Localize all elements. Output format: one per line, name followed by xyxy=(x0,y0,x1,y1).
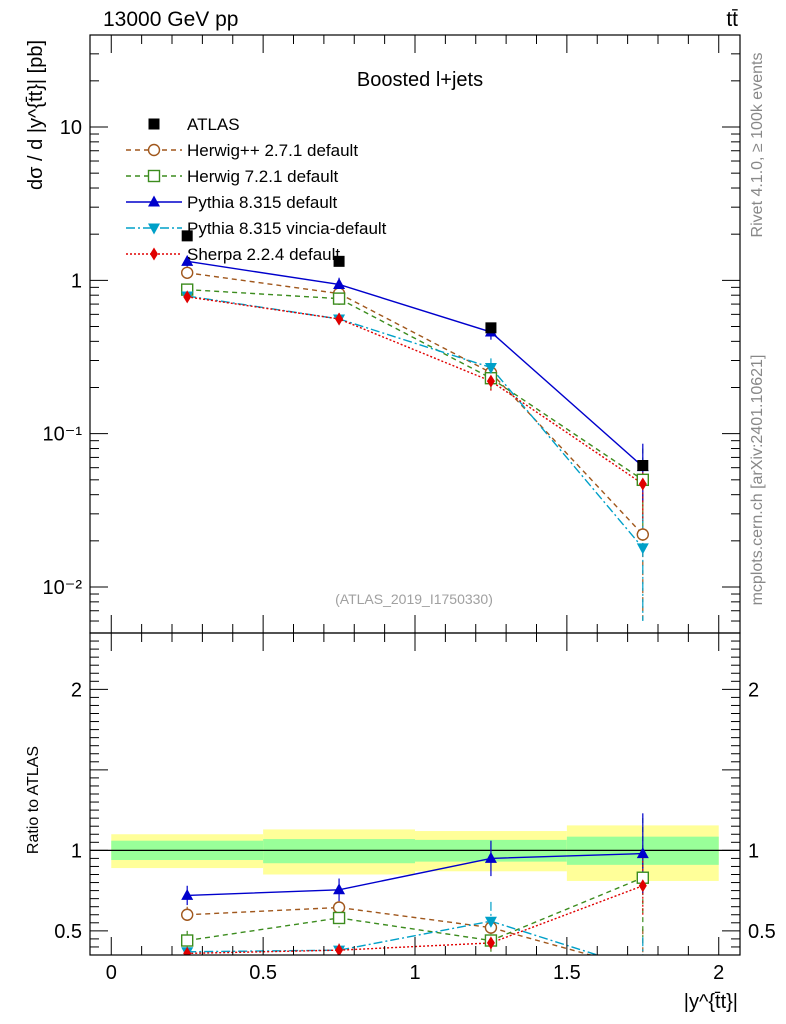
series-line-ratio xyxy=(187,885,644,955)
y-tick-label-ratio-right: 2 xyxy=(748,679,759,701)
series-point-ratio xyxy=(333,883,346,895)
series-point-main xyxy=(181,254,194,266)
x-tick-label: 0 xyxy=(106,962,117,984)
series-point-main xyxy=(638,477,647,491)
y-tick-label-ratio-right: 1 xyxy=(748,840,759,862)
x-tick-label: 1.5 xyxy=(553,962,581,984)
data-point xyxy=(333,255,345,267)
series-line-main xyxy=(187,260,644,468)
series-line-ratio xyxy=(187,877,644,942)
series-point-main xyxy=(486,374,495,388)
legend-marker xyxy=(147,169,161,183)
x-tick-label: 0.5 xyxy=(249,962,277,984)
series-point-main xyxy=(180,266,194,279)
series-point-main xyxy=(636,543,649,555)
series-line-ratio xyxy=(187,906,593,955)
series-point-ratio xyxy=(332,911,346,925)
legend-label: Pythia 8.315 default xyxy=(187,193,338,212)
analysis-id: (ATLAS_2019_I1750330) xyxy=(335,591,493,607)
y-tick-label-ratio-right: 0.5 xyxy=(748,921,776,943)
process-label: tt̄ xyxy=(726,8,738,31)
y-axis-label-main: dσ / d |y^{t̄t}| [pb] xyxy=(25,40,47,190)
x-tick-label: 1 xyxy=(409,962,420,984)
energy-label: 13000 GeV pp xyxy=(103,8,238,31)
data-point xyxy=(485,322,497,334)
legend-marker xyxy=(148,118,160,130)
y-tick-label-main: 10⁻¹ xyxy=(43,424,83,446)
series-point-ratio xyxy=(484,916,497,928)
x-axis-label: |y^{t̄t}| xyxy=(684,991,738,1013)
series-point-ratio xyxy=(335,943,344,955)
legend: ATLAS Herwig++ 2.7.1 default Herwig 7.2.1 … xyxy=(126,115,387,264)
x-ticks: 0 0.5 1 1.5 2 xyxy=(106,35,724,984)
y-tick-label-ratio: 2 xyxy=(71,679,82,701)
y-tick-label-main: 10⁻² xyxy=(43,577,83,599)
rivet-label: Rivet 4.1.0, ≥ 100k events xyxy=(749,53,766,238)
series-line-ratio xyxy=(187,852,643,897)
ratio-band-inner xyxy=(263,839,415,864)
chart-title: Boosted l+jets xyxy=(357,69,483,91)
y-tick-label-main: 10 xyxy=(60,117,82,139)
series-point-main xyxy=(183,290,192,304)
series-line-main xyxy=(187,296,644,485)
series-point-main xyxy=(332,292,346,305)
series-point-main xyxy=(484,363,497,375)
series-point-ratio xyxy=(181,888,194,900)
series-point-main xyxy=(335,312,344,326)
legend-label: Herwig 7.2.1 default xyxy=(187,167,338,186)
ratio-marks xyxy=(90,813,740,955)
y-axis-label-ratio: Ratio to ATLAS xyxy=(25,746,42,854)
series-point-main xyxy=(636,528,650,541)
series-point-ratio xyxy=(332,901,346,914)
legend-marker xyxy=(147,143,161,157)
ratio-panel: 0.5 0.5 1 1 2 2 Ratio to ATLAS xyxy=(25,632,776,956)
y-tick-label-main: 1 xyxy=(71,270,82,292)
main-ticks: 10⁻² 10⁻¹ 1 10 xyxy=(43,53,740,622)
series-point-ratio xyxy=(180,908,194,921)
legend-marker xyxy=(148,223,160,235)
series-line-main xyxy=(187,288,644,481)
ratio-ticks: 0.5 0.5 1 1 2 2 xyxy=(54,632,776,948)
legend-marker xyxy=(150,247,158,261)
series-point-ratio xyxy=(183,946,192,955)
main-panel: 10⁻² 10⁻¹ 1 10 Boosted l+jets (ATLAS_2019_I… xyxy=(25,34,741,634)
series-point-ratio xyxy=(180,934,194,947)
data-point xyxy=(181,230,193,242)
series-point-main xyxy=(333,277,346,289)
mcplots-label: mcplots.cern.ch [arXiv:2401.10621] xyxy=(749,355,766,606)
y-tick-label-ratio: 0.5 xyxy=(54,921,82,943)
legend-label: Pythia 8.315 vincia-default xyxy=(187,219,387,238)
series-point-ratio xyxy=(636,847,649,859)
series-point-ratio xyxy=(638,879,647,893)
legend-label: ATLAS xyxy=(187,115,240,134)
x-tick-label: 2 xyxy=(713,962,724,984)
series-point-ratio xyxy=(486,936,495,950)
legend-marker xyxy=(148,195,160,207)
series-line-main xyxy=(187,272,644,535)
series-line-main xyxy=(187,295,644,549)
y-tick-label-ratio: 1 xyxy=(71,840,82,862)
main-marks xyxy=(180,230,650,622)
data-point xyxy=(637,459,649,471)
legend-label: Herwig++ 2.7.1 default xyxy=(187,141,358,160)
legend-label: Sherpa 2.2.4 default xyxy=(187,245,340,264)
series-point-ratio xyxy=(484,851,497,863)
